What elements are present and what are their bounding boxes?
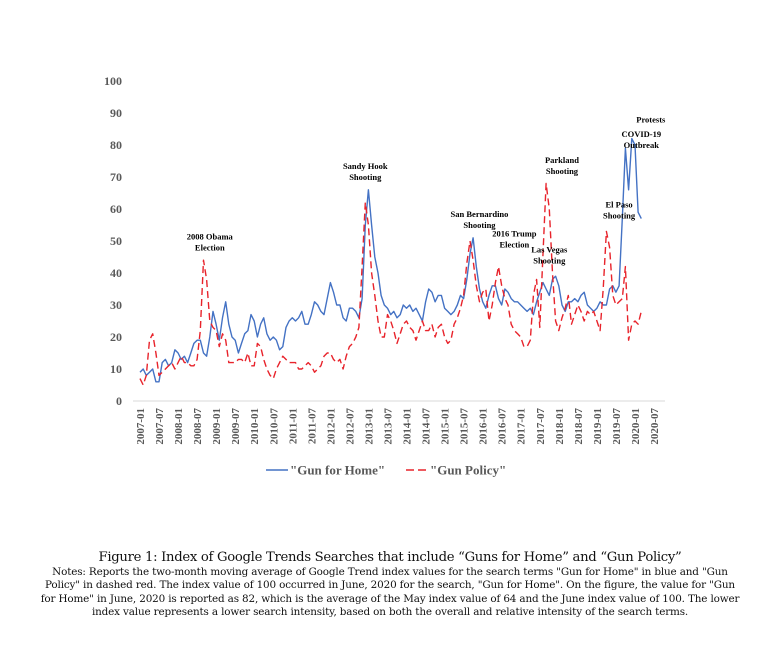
legend: "Gun for Home" "Gun Policy"	[266, 463, 506, 478]
annotation-label: Shooting	[533, 255, 566, 265]
x-tick-label: 2017-01	[516, 408, 528, 445]
annotation-label: Sandy Hook	[343, 161, 388, 171]
annotation-label: San Bernardino	[451, 209, 509, 219]
x-tick-label: 2019-07	[611, 408, 623, 445]
x-tick-label: 2015-01	[440, 408, 452, 445]
x-tick-label: 2018-07	[573, 408, 585, 445]
x-tick-label: 2013-07	[382, 408, 394, 445]
x-tick-label: 2017-07	[535, 408, 547, 445]
x-tick-label: 2020-01	[630, 408, 642, 445]
figure-title: Figure 1: Index of Google Trends Searche…	[98, 550, 682, 565]
y-axis: 0 10 20 30 40 50 60 70 80 90 100	[104, 74, 122, 408]
series-line-gun-policy	[139, 182, 642, 386]
x-tick-label: 2012-01	[325, 408, 337, 445]
x-tick-label: 2007-01	[135, 408, 147, 445]
x-tick-label: 2007-07	[154, 408, 166, 445]
x-tick-label: 2009-07	[230, 408, 242, 445]
x-tick-label: 2008-01	[173, 408, 185, 445]
y-tick-label: 0	[116, 394, 122, 408]
y-tick-label: 90	[110, 106, 122, 120]
x-tick-label: 2010-01	[249, 408, 261, 445]
y-tick-label: 80	[110, 138, 122, 152]
x-tick-label: 2011-07	[306, 408, 318, 445]
y-tick-label: 30	[110, 298, 122, 312]
y-tick-label: 40	[110, 266, 122, 280]
x-tick-label: 2012-07	[344, 408, 356, 445]
annotation-label: 2008 Obama	[187, 232, 234, 242]
y-tick-label: 70	[110, 170, 122, 184]
y-tick-label: 50	[110, 234, 122, 248]
annotation-label: Shooting	[546, 166, 579, 176]
annotation-label: COVID-19	[621, 129, 661, 139]
x-tick-label: 2018-01	[554, 408, 566, 445]
x-tick-label: 2019-01	[592, 408, 604, 445]
annotation-label: Protests	[636, 115, 666, 125]
x-axis: 2007-01 2007-07 2008-01 2008-07 2009-01 2009-…	[135, 408, 661, 445]
annotation-label: Election	[500, 239, 530, 249]
annotation-label: Shooting	[349, 172, 382, 182]
y-tick-label: 60	[110, 202, 122, 216]
x-tick-label: 2009-01	[211, 408, 223, 445]
annotation-label: Election	[195, 243, 225, 253]
y-tick-label: 10	[110, 362, 122, 376]
annotation-label: 2016 Trump	[492, 228, 537, 238]
legend-label-gun-for-home: "Gun for Home"	[290, 463, 385, 478]
annotation-label: Shooting	[603, 211, 636, 221]
x-tick-label: 2016-01	[478, 408, 490, 445]
legend-label-gun-policy: "Gun Policy"	[430, 463, 506, 478]
annotation-label: Shooting	[463, 220, 496, 230]
x-tick-label: 2013-01	[363, 408, 375, 445]
annotation-label: Outbreak	[624, 140, 660, 150]
x-tick-label: 2008-07	[192, 408, 204, 445]
annotation-label: Las Vegas	[531, 244, 568, 254]
x-tick-label: 2015-07	[459, 408, 471, 445]
x-tick-label: 2014-07	[421, 408, 433, 445]
x-tick-label: 2016-07	[497, 408, 509, 445]
x-tick-label: 2020-07	[649, 408, 661, 445]
series-line-gun-for-home	[139, 137, 642, 383]
figure-notes: Notes: Reports the two-month moving aver…	[40, 566, 740, 619]
y-tick-label: 100	[104, 74, 122, 88]
x-tick-label: 2014-01	[402, 408, 414, 445]
series-lines	[139, 137, 642, 386]
annotation-label: Parkland	[545, 155, 579, 165]
x-tick-label: 2010-07	[268, 408, 280, 445]
y-tick-label: 20	[110, 330, 122, 344]
x-tick-label: 2011-01	[287, 408, 299, 444]
figure-caption: Figure 1: Index of Google Trends Searche…	[40, 549, 740, 620]
annotation-label: El Paso	[606, 200, 633, 210]
